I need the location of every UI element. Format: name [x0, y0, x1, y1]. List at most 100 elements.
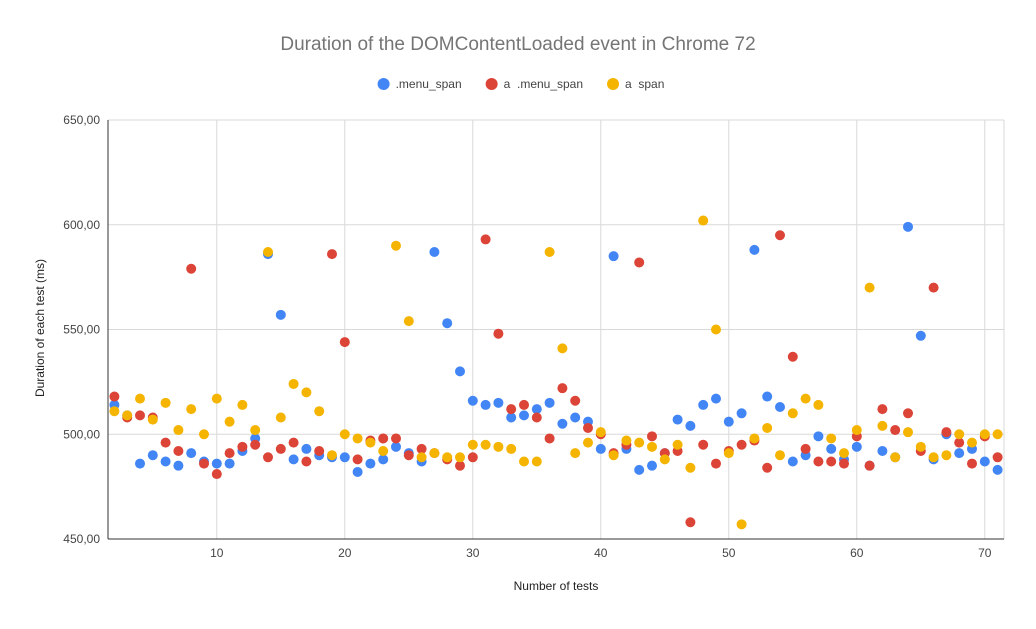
data-point	[928, 452, 939, 463]
data-point	[480, 439, 491, 450]
data-point	[634, 464, 645, 475]
data-point	[813, 399, 824, 410]
data-point	[442, 318, 453, 329]
data-point	[979, 456, 990, 467]
data-point	[224, 448, 235, 459]
data-point	[941, 450, 952, 461]
data-point	[301, 387, 312, 398]
legend: .menu_span a .menu_span a span	[377, 77, 664, 91]
data-point	[723, 416, 734, 427]
data-point	[186, 263, 197, 274]
data-point	[327, 249, 337, 260]
y-tick-label: 500,00	[63, 427, 100, 441]
x-tick-label: 50	[722, 546, 736, 560]
data-point	[941, 427, 952, 438]
data-point	[109, 391, 120, 402]
data-point	[672, 414, 683, 425]
data-point	[531, 412, 542, 423]
data-point	[378, 446, 389, 457]
data-point	[647, 460, 657, 471]
data-point	[608, 251, 619, 262]
data-point	[915, 330, 926, 341]
data-point	[275, 443, 286, 454]
data-point	[391, 240, 401, 251]
data-point	[186, 448, 197, 459]
data-point	[211, 458, 222, 469]
y-tick-label: 450,00	[63, 532, 100, 546]
data-point	[506, 443, 517, 454]
data-point	[685, 420, 696, 431]
data-point	[519, 456, 529, 467]
data-point	[429, 448, 440, 459]
data-point	[109, 406, 120, 417]
data-point	[403, 316, 414, 327]
data-point	[378, 454, 389, 465]
data-point	[199, 429, 209, 440]
data-point	[903, 221, 913, 232]
data-point	[480, 234, 491, 245]
data-point	[570, 395, 581, 406]
data-point	[467, 395, 478, 406]
data-point	[135, 458, 145, 469]
data-point	[250, 425, 261, 436]
data-point	[749, 244, 760, 255]
y-tick-label: 550,00	[63, 323, 100, 337]
data-point	[698, 439, 709, 450]
data-point	[442, 452, 453, 463]
chart-title: Duration of the DOMContentLoaded event i…	[280, 34, 755, 55]
data-point	[378, 433, 389, 444]
data-point	[557, 343, 568, 354]
data-point	[621, 435, 632, 446]
data-point	[711, 458, 721, 469]
grid-lines	[108, 119, 1005, 540]
data-point	[839, 458, 849, 469]
data-point	[864, 282, 875, 293]
data-point	[352, 454, 363, 465]
data-point	[327, 450, 337, 461]
legend-marker	[377, 78, 390, 90]
data-point	[583, 437, 593, 448]
x-tick-label: 40	[594, 546, 608, 560]
data-point	[583, 422, 593, 433]
data-point	[915, 441, 926, 452]
data-point	[864, 460, 875, 471]
data-point	[634, 437, 645, 448]
data-point	[711, 324, 721, 335]
y-axis-title: Duration of each test (ms)	[33, 259, 47, 397]
data-point	[288, 437, 299, 448]
data-point	[122, 410, 133, 421]
data-point	[711, 393, 721, 404]
data-point	[519, 399, 529, 410]
legend-label: a span	[625, 77, 664, 91]
data-point	[391, 433, 401, 444]
data-point	[519, 410, 529, 421]
data-point	[160, 437, 171, 448]
data-point	[160, 456, 171, 467]
data-point	[672, 439, 683, 450]
data-point	[493, 397, 504, 408]
data-point	[775, 450, 785, 461]
data-point	[480, 399, 491, 410]
legend-label: .menu_span	[396, 77, 462, 91]
data-point	[173, 460, 184, 471]
data-point	[698, 399, 709, 410]
data-point	[352, 466, 363, 477]
data-point	[301, 443, 312, 454]
data-point	[787, 351, 798, 362]
data-point	[903, 427, 913, 438]
x-tick-label: 30	[466, 546, 480, 560]
data-point	[275, 412, 286, 423]
series-1-points	[109, 230, 1003, 528]
data-point	[813, 456, 824, 467]
data-point	[467, 439, 478, 450]
data-point	[199, 458, 209, 469]
data-point	[954, 448, 965, 459]
data-point	[595, 427, 606, 438]
data-point	[903, 408, 913, 419]
data-point	[365, 437, 376, 448]
data-point	[826, 456, 837, 467]
data-point	[416, 452, 427, 463]
data-point	[800, 443, 811, 454]
data-point	[186, 404, 197, 415]
